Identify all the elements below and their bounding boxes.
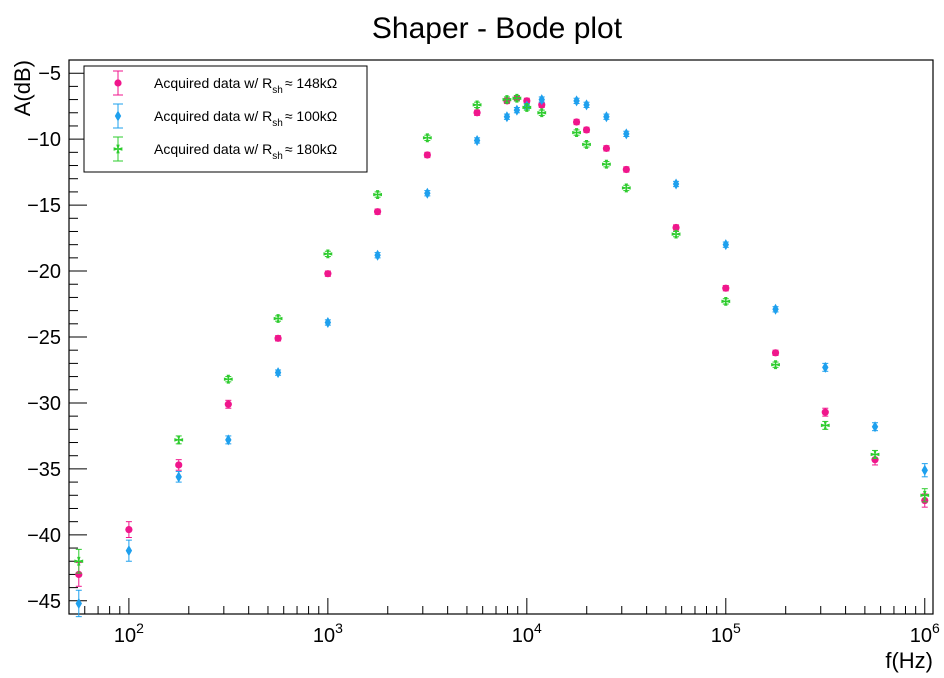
- data-point: [602, 144, 611, 152]
- data-point: [473, 109, 481, 117]
- legend-marker: [114, 110, 122, 122]
- data-point: [622, 165, 630, 174]
- data-point: [602, 159, 611, 169]
- data-point: [573, 95, 580, 107]
- data-point: [224, 400, 232, 408]
- data-point: [821, 408, 829, 416]
- data-point: [374, 249, 381, 261]
- x-axis-label: f(Hz): [885, 648, 933, 673]
- data-point: [472, 100, 482, 110]
- data-point: [921, 464, 928, 476]
- data-point: [324, 316, 332, 328]
- legend: Acquired data w/ Rsh ≈ 148kΩ Acquired data…: [83, 65, 368, 173]
- data-point: [722, 239, 729, 251]
- data-point: [672, 178, 680, 190]
- data-point: [223, 374, 233, 384]
- y-tick-label: −25: [27, 327, 61, 349]
- data-point: [538, 94, 545, 106]
- data-point: [175, 471, 182, 483]
- data-point: [583, 99, 590, 111]
- data-point: [721, 296, 731, 306]
- x-tick-label: 103: [313, 620, 343, 647]
- data-point: [175, 461, 183, 469]
- data-point: [771, 349, 780, 357]
- data-point: [572, 118, 581, 126]
- data-point: [473, 134, 481, 146]
- data-point: [125, 545, 133, 557]
- legend-label: Acquired data w/ Rsh ≈ 180kΩ: [154, 141, 337, 162]
- data-point: [424, 187, 431, 199]
- data-point: [75, 597, 82, 609]
- data-point: [920, 490, 930, 500]
- y-tick-label: −45: [27, 591, 61, 613]
- data-point: [423, 151, 431, 159]
- data-point: [822, 361, 829, 373]
- data-point: [871, 421, 879, 433]
- y-axis-label: A(dB): [10, 60, 35, 116]
- x-tick-label: 106: [910, 620, 940, 647]
- x-tick-label: 104: [512, 620, 542, 647]
- data-point: [512, 93, 522, 103]
- data-point: [274, 334, 282, 342]
- chart-title: Shaper - Bode plot: [372, 12, 623, 45]
- y-tick-label: −35: [27, 459, 61, 481]
- data-point: [323, 249, 333, 259]
- data-point: [537, 108, 547, 118]
- data-point: [503, 111, 511, 123]
- legend-marker: [114, 79, 122, 87]
- data-point: [274, 367, 282, 379]
- data-point: [422, 133, 432, 143]
- data-series: [74, 93, 930, 618]
- data-point: [771, 360, 780, 370]
- data-point: [672, 223, 680, 232]
- data-point: [373, 208, 382, 216]
- data-point: [273, 314, 283, 323]
- y-axis: −45 −40 −35 −30 −25 −20 −15 −10 −5: [27, 63, 87, 613]
- data-point: [125, 525, 133, 534]
- data-point: [671, 229, 681, 239]
- data-point: [621, 183, 631, 193]
- y-tick-label: −10: [27, 129, 61, 151]
- data-point: [522, 103, 532, 112]
- data-point: [225, 434, 232, 446]
- data-point: [513, 104, 521, 116]
- data-point: [572, 128, 581, 137]
- y-tick-label: −15: [27, 195, 61, 217]
- y-tick-label: −40: [27, 525, 61, 547]
- data-point: [722, 284, 730, 292]
- x-axis: 102 103 104 105 106: [68, 598, 940, 647]
- legend-label: Acquired data w/ Rsh ≈ 148kΩ: [154, 75, 337, 96]
- data-point: [772, 303, 779, 315]
- y-tick-label: −5: [38, 63, 61, 85]
- legend-marker: [113, 144, 123, 154]
- series-2: [75, 94, 928, 618]
- series-3: [74, 93, 930, 574]
- x-tick-label: 105: [711, 620, 741, 647]
- data-point: [582, 140, 591, 149]
- data-point: [373, 190, 382, 199]
- data-point: [623, 128, 630, 140]
- legend-label: Acquired data w/ Rsh ≈ 100kΩ: [154, 108, 337, 129]
- data-point: [582, 126, 591, 134]
- legend-box: [83, 65, 368, 173]
- data-point: [603, 111, 610, 123]
- data-point: [502, 95, 512, 104]
- data-point: [820, 420, 830, 430]
- data-point: [870, 449, 880, 459]
- data-point: [324, 270, 332, 278]
- y-tick-label: −20: [27, 261, 61, 283]
- data-point: [74, 556, 84, 566]
- y-tick-label: −30: [27, 393, 61, 415]
- data-point: [174, 435, 184, 445]
- x-tick-label: 102: [114, 620, 144, 647]
